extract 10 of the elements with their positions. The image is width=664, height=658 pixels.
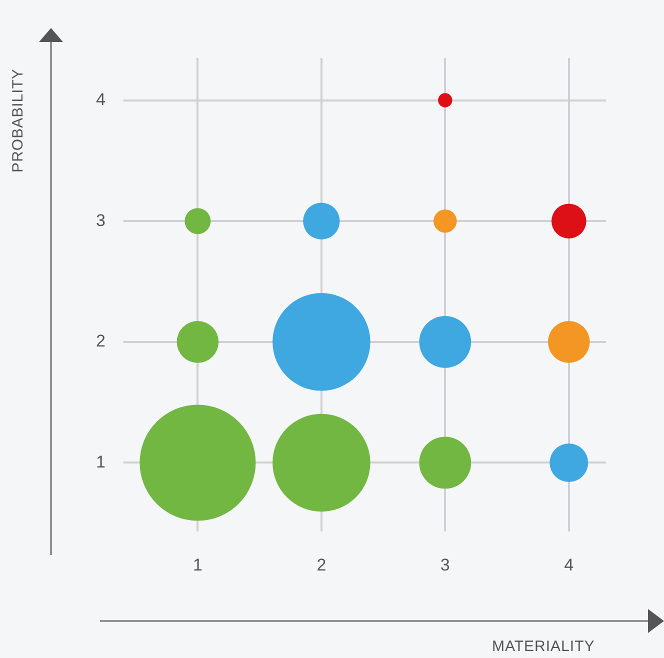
x-tick-label: 3 [440,555,450,574]
y-tick-label: 3 [96,210,106,230]
x-tick-label: 2 [316,555,326,574]
y-axis-title: PROBABILITY [9,68,26,172]
x-axis-title: MATERIALITY [492,638,595,655]
y-tick-label: 1 [96,452,106,472]
x-tick-label: 4 [564,555,574,574]
y-tick-label: 2 [96,332,106,351]
y-tick-label: 4 [96,90,106,109]
x-tick-label: 1 [192,555,202,574]
